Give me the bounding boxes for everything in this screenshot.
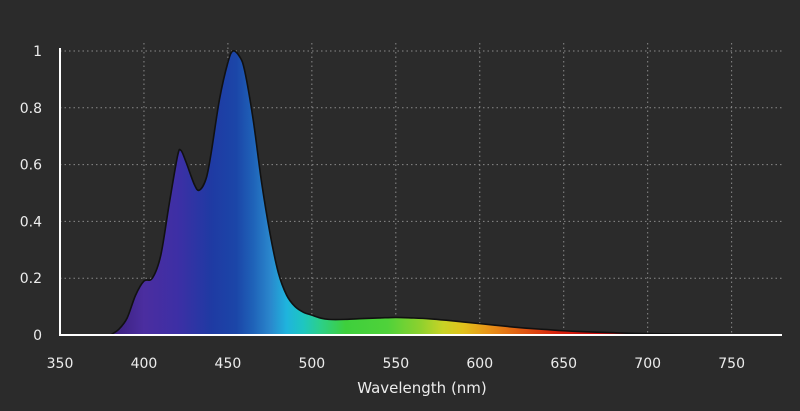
x-tick-label: 650 [550,356,577,372]
x-tick-labels: 350 400 450 500 550 600 650 700 750 [47,356,745,372]
y-tick-label: 0.4 [20,214,42,230]
axes [59,48,782,336]
spectrum-line [109,50,782,336]
y-tick-labels: 0 0.2 0.4 0.6 0.8 1 [20,44,42,344]
x-tick-label: 600 [466,356,493,372]
x-tick-label: 750 [718,356,745,372]
x-tick-label: 700 [634,356,661,372]
x-tick-label: 400 [131,356,158,372]
x-tick-label: 550 [382,356,409,372]
x-axis-title: Wavelength (nm) [357,379,487,397]
y-tick-label: 0.2 [20,271,42,287]
y-tick-label: 1 [33,44,42,60]
y-tick-label: 0.6 [20,158,42,174]
grid [60,43,782,335]
spectrum-area-layer [109,50,782,336]
x-tick-label: 450 [215,356,242,372]
y-tick-label: 0.8 [20,101,42,117]
x-tick-label: 500 [298,356,325,372]
spectrum-area [110,50,782,335]
y-tick-label: 0 [33,328,42,344]
x-tick-label: 350 [47,356,74,372]
